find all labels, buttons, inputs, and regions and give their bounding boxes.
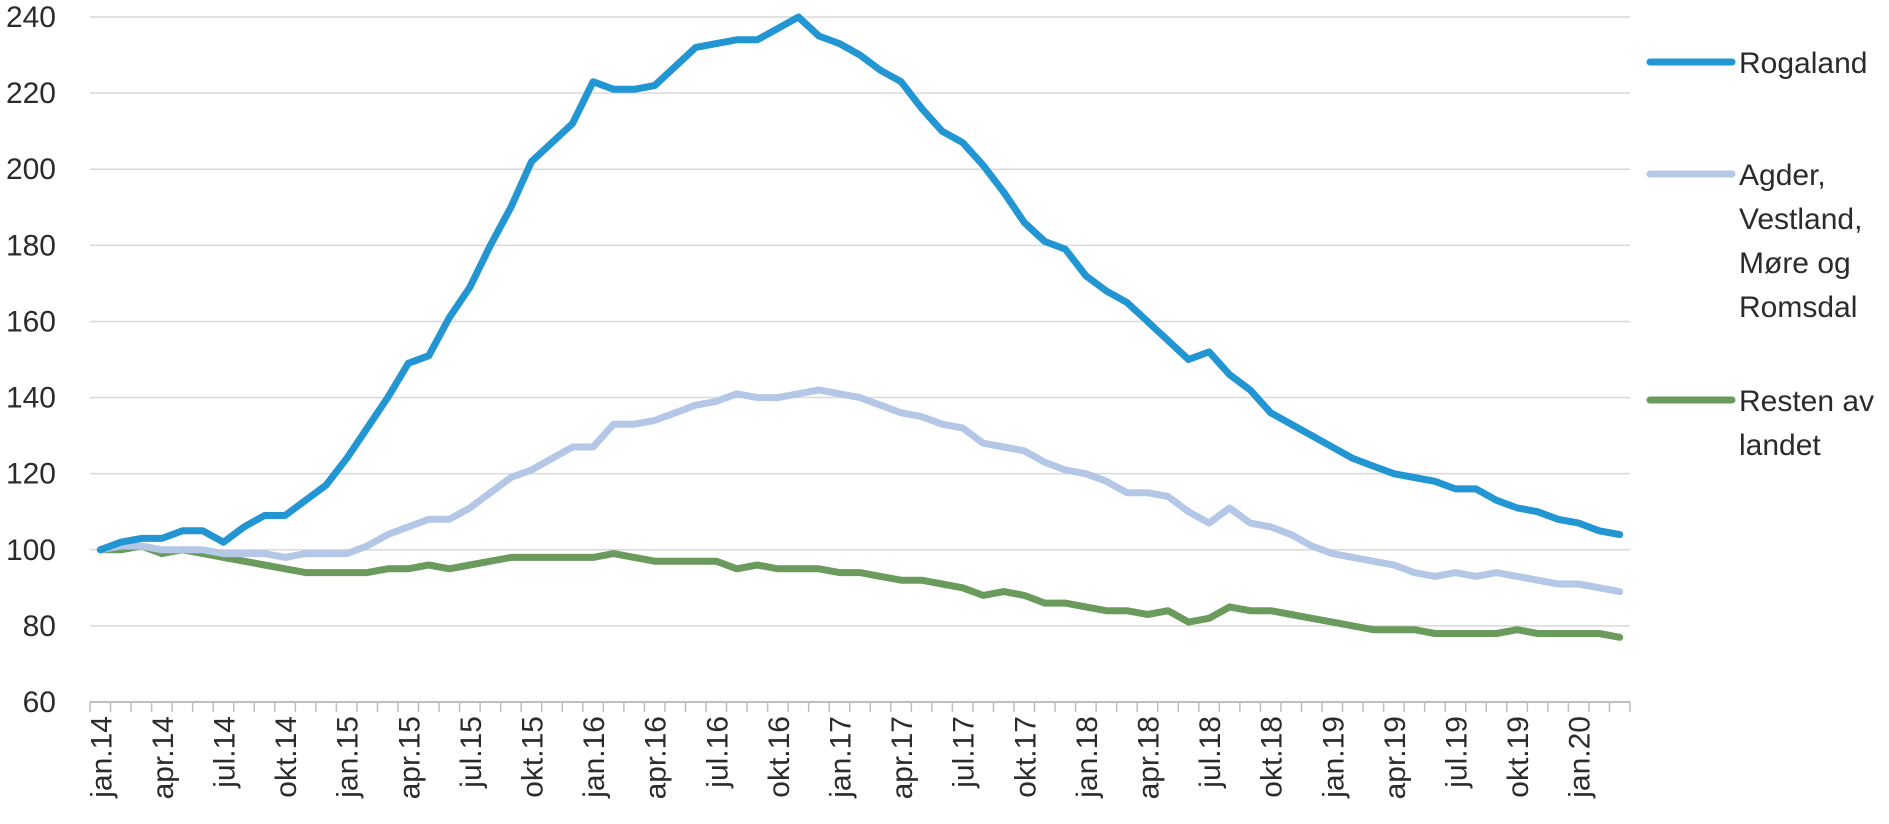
x-tick-label: jan.19 <box>1317 716 1350 799</box>
gridlines <box>90 16 1630 627</box>
y-tick-label: 120 <box>6 458 56 491</box>
legend-label: Vestland, <box>1739 203 1862 236</box>
x-tick-label: apr.14 <box>147 716 180 799</box>
y-tick-label: 140 <box>6 382 56 415</box>
x-tick-label: okt.16 <box>763 716 796 798</box>
x-tick-label: okt.14 <box>270 716 303 798</box>
series-lines <box>96 13 1624 641</box>
x-tick-label: jul.16 <box>701 716 734 789</box>
x-tick-label: okt.19 <box>1502 716 1535 798</box>
y-tick-label: 80 <box>23 610 56 643</box>
x-tick-label: jul.17 <box>948 716 981 789</box>
x-tick-label: apr.15 <box>393 716 426 799</box>
x-tick-label: okt.17 <box>1009 716 1042 798</box>
x-axis: jan.14 apr.14 jul.14 okt.14 jan.15 apr.15 jul.… <box>85 701 1631 799</box>
y-tick-label: 220 <box>6 77 56 110</box>
x-tick-label: okt.15 <box>516 716 549 798</box>
y-tick-label: 200 <box>6 153 56 186</box>
legend-label: Møre og <box>1739 247 1851 280</box>
x-tick-label: jan.15 <box>332 716 365 799</box>
x-tick-label: jul.14 <box>208 716 241 789</box>
x-tick-label: apr.19 <box>1379 716 1412 799</box>
y-axis-ticks: 60 80 100 120 140 160 180 200 220 240 <box>6 1 56 719</box>
x-tick-label: jul.19 <box>1440 716 1473 789</box>
x-tick-label: jan.18 <box>1071 716 1104 799</box>
series-line-resten-av-landet <box>96 542 1624 641</box>
x-tick-label: apr.17 <box>886 716 919 799</box>
legend-label: Agder, <box>1739 159 1826 192</box>
series-line-rogaland <box>96 13 1624 554</box>
legend-label: Resten av <box>1739 385 1874 418</box>
y-tick-label: 240 <box>6 1 56 34</box>
x-tick-label: jul.15 <box>455 716 488 789</box>
legend: Rogaland Agder, Vestland, Møre og Romsdal Res… <box>1646 47 1874 462</box>
x-tick-label: okt.18 <box>1256 716 1289 798</box>
series-line-agder-vestland-m-re-og-romsdal <box>96 386 1624 596</box>
x-tick-label: jul.18 <box>1194 716 1227 789</box>
x-tick-label: apr.16 <box>640 716 673 799</box>
y-tick-label: 180 <box>6 229 56 262</box>
x-tick-label: jan.16 <box>578 716 611 799</box>
legend-label: landet <box>1739 429 1821 462</box>
x-tick-label: apr.18 <box>1132 716 1165 799</box>
x-tick-label: jan.17 <box>824 716 857 799</box>
legend-label: Romsdal <box>1739 291 1857 324</box>
x-tick-label: jan.14 <box>85 716 118 799</box>
y-tick-label: 60 <box>23 686 56 719</box>
legend-label: Rogaland <box>1739 47 1867 80</box>
y-tick-label: 160 <box>6 305 56 338</box>
y-tick-label: 100 <box>6 534 56 567</box>
x-tick-label: jan.20 <box>1564 716 1597 799</box>
